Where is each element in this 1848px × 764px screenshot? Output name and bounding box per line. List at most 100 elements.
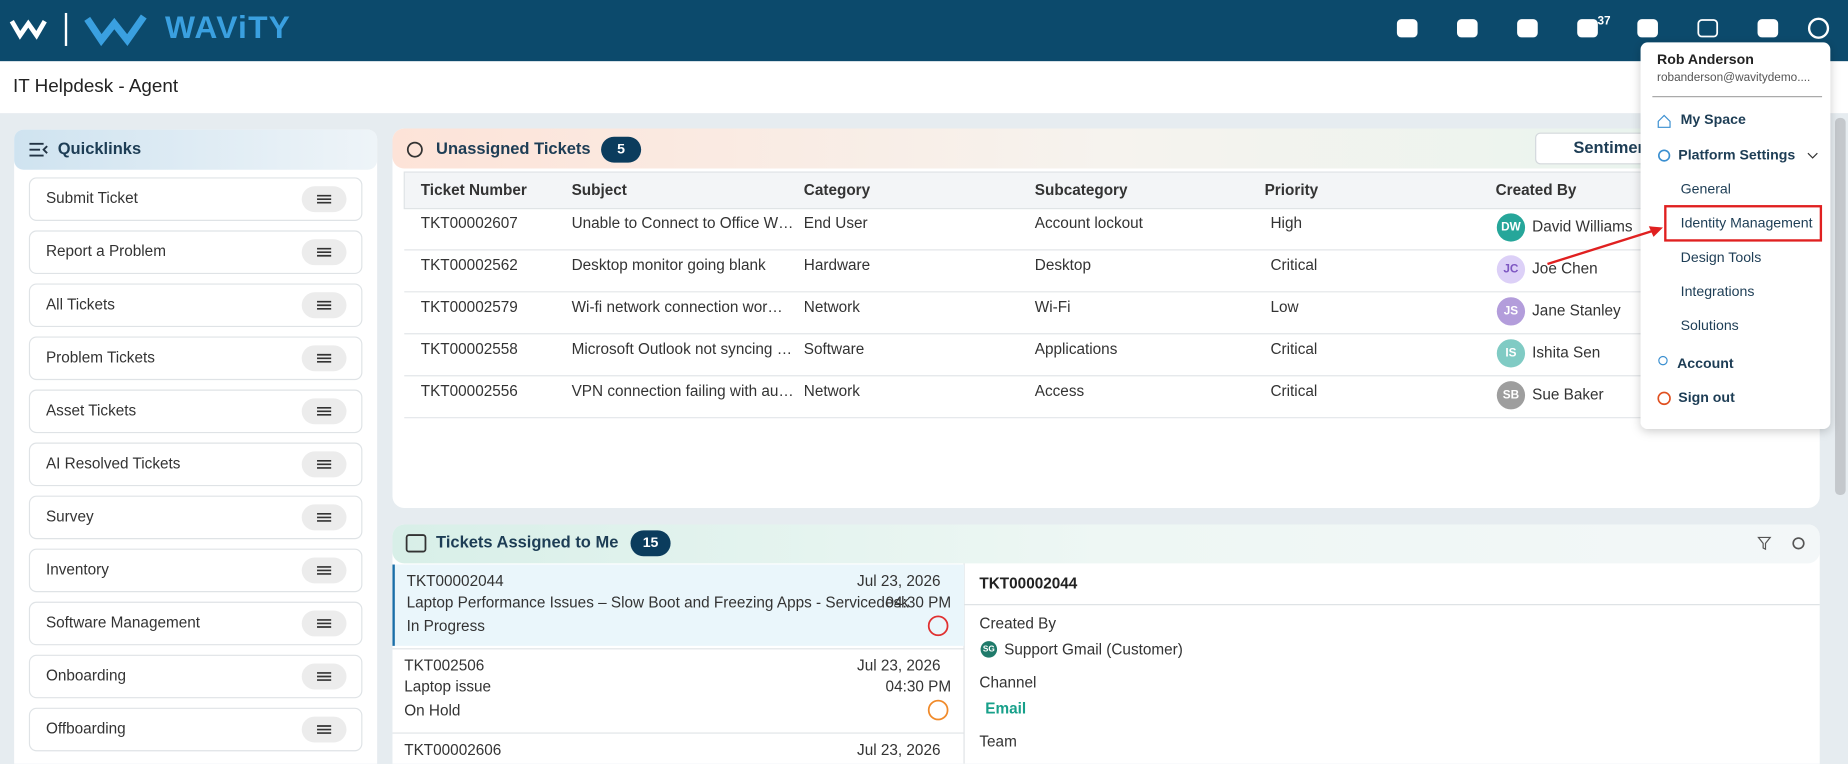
quicklink-glyph — [317, 300, 332, 310]
avatar — [1496, 255, 1526, 284]
menu-item[interactable]: Account — [1677, 355, 1734, 371]
ticket-id[interactable]: TKT00002606 — [404, 742, 501, 759]
cell: Applications — [1035, 341, 1118, 358]
submenu-item[interactable]: General — [1681, 180, 1731, 196]
created-by: Ishita Sen — [1532, 344, 1600, 361]
submenu-item[interactable]: Integrations — [1681, 283, 1755, 299]
header-icon[interactable] — [1577, 19, 1598, 38]
menu-item[interactable]: Sign out — [1678, 389, 1735, 405]
quicklink[interactable] — [28, 601, 363, 646]
avatar-initials: JS — [1504, 304, 1519, 317]
column-header: Priority — [1265, 182, 1319, 199]
assigned-title: Tickets Assigned to Me — [436, 534, 618, 552]
avatar-initials: JC — [1503, 263, 1519, 276]
header-icon[interactable] — [1637, 19, 1658, 38]
quicklink[interactable] — [28, 442, 363, 487]
submenu-item[interactable]: Design Tools — [1681, 249, 1762, 265]
refresh-icon[interactable] — [1792, 537, 1805, 550]
unassigned-panel — [392, 128, 1820, 508]
ticket-date: Jul 23, 2026 — [857, 658, 940, 675]
quicklink-label: Offboarding — [46, 721, 126, 738]
quicklink[interactable] — [28, 283, 363, 328]
customer-name: Support Gmail (Customer) — [1004, 642, 1183, 659]
chat-icon — [405, 534, 427, 553]
column-header: Category — [804, 182, 871, 199]
cell: Access — [1035, 383, 1085, 400]
quicklink[interactable] — [28, 336, 363, 381]
header-icon[interactable] — [1517, 19, 1538, 38]
count-badge — [601, 136, 642, 163]
selected-item[interactable] — [392, 564, 965, 646]
column-header: Created By — [1496, 182, 1577, 199]
home-icon — [1657, 114, 1671, 128]
created-by: Joe Chen — [1532, 260, 1598, 277]
quicklink-label: Report a Problem — [46, 243, 166, 260]
cell: Network — [804, 383, 861, 400]
scrollbar — [1835, 117, 1846, 495]
quicklink-label: Inventory — [46, 561, 109, 578]
unassigned-header — [392, 128, 1820, 169]
quicklink[interactable] — [28, 177, 363, 221]
quicklink-label: Submit Ticket — [46, 190, 139, 207]
header-icon[interactable] — [1457, 19, 1478, 38]
quicklink-glyph — [317, 619, 332, 628]
quicklinks-header — [14, 129, 378, 170]
ticket-id[interactable]: TKT002506 — [404, 658, 484, 675]
quicklink-glyph — [317, 513, 332, 522]
quicklink-glyph — [317, 459, 332, 469]
profile-icon[interactable] — [1807, 17, 1830, 39]
cell: Unable to Connect to Office W… — [572, 215, 794, 232]
priority: Low — [1270, 299, 1299, 316]
ticket-status: On Hold — [404, 702, 460, 719]
cell[interactable]: TKT00002579 — [421, 299, 518, 316]
quicklink[interactable] — [28, 495, 363, 540]
cell[interactable]: TKT00002607 — [421, 215, 518, 232]
ticket-time: 04:30 PM — [886, 679, 952, 696]
menu-item[interactable]: Platform Settings — [1678, 146, 1795, 162]
avatar-initials: SB — [1503, 388, 1519, 401]
quicklinks-title: Quicklinks — [58, 140, 141, 158]
cell[interactable]: TKT00002562 — [421, 257, 518, 274]
filter-icon[interactable] — [1757, 536, 1772, 551]
highlight-box — [1664, 205, 1823, 242]
header-icon[interactable] — [1697, 19, 1719, 38]
chevron — [1807, 152, 1818, 159]
quicklink[interactable] — [28, 654, 363, 699]
quicklink-label: Asset Tickets — [46, 402, 137, 419]
quicklink[interactable] — [28, 230, 363, 275]
arrow-head — [1648, 226, 1663, 237]
power-icon — [1657, 391, 1671, 406]
logo-divider — [64, 12, 68, 46]
user-email: robanderson@wavitydemo.... — [1657, 71, 1810, 84]
quicklink-glyph — [317, 247, 332, 257]
team-label: Team — [979, 734, 1016, 751]
sentiment-label: Sentiment — [1573, 139, 1653, 157]
pointer-arrow — [1547, 229, 1653, 266]
table-head — [403, 171, 1821, 210]
quicklink[interactable] — [28, 707, 363, 752]
ticket-subject: Laptop issue — [404, 679, 491, 696]
quicklink[interactable] — [28, 389, 363, 434]
cell: Microsoft Outlook not syncing … — [572, 341, 792, 358]
priority: Critical — [1270, 257, 1317, 274]
header-icon[interactable] — [1757, 19, 1779, 38]
submenu-item[interactable]: Solutions — [1681, 317, 1739, 333]
menu-item[interactable]: My Space — [1681, 111, 1746, 127]
ticket-time: 04:30 PM — [886, 594, 952, 611]
header-icon[interactable] — [1396, 19, 1418, 38]
quicklink-glyph — [317, 194, 332, 204]
created-by-label: Created By — [979, 616, 1056, 633]
quicklink[interactable] — [28, 548, 363, 593]
ticket-id[interactable]: TKT00002044 — [407, 573, 505, 590]
user-name: Rob Anderson — [1657, 51, 1754, 67]
customer-initials: SG — [983, 645, 995, 654]
sub-bar — [0, 61, 1848, 114]
page-title: IT Helpdesk - Agent — [13, 75, 179, 96]
channel-label: Channel — [979, 675, 1036, 692]
cell[interactable]: TKT00002558 — [421, 341, 518, 358]
created-by: Jane Stanley — [1532, 302, 1621, 319]
cell[interactable]: TKT00002556 — [421, 383, 518, 400]
sentiment-face — [927, 699, 949, 721]
submenu-item[interactable]: Identity Management — [1681, 215, 1813, 231]
